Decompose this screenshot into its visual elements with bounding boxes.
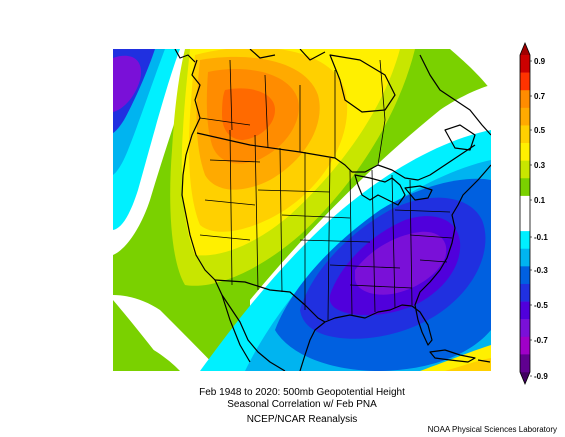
colorbar-swatch (520, 72, 530, 91)
colorbar-swatch (520, 195, 530, 214)
baja-coastline (221, 294, 251, 363)
gulf-coastline (324, 304, 433, 346)
colorbar-swatch (520, 90, 530, 109)
colorbar-min-triangle (520, 372, 530, 384)
colorbar-swatch (520, 160, 530, 179)
figure-title-line1: Feb 1948 to 2020: 500mb Geopotential Hei… (199, 387, 405, 398)
correlation-map (113, 49, 491, 371)
colorbar-tick-label: -0.1 (534, 233, 548, 242)
canada-province-borders (229, 59, 386, 166)
colorbar-tick-label: 0.1 (534, 196, 546, 205)
colorbar-swatch (520, 283, 530, 302)
colorbar: 0.9 0.7 0.5 0.3 0.1 -0.1 -0.3 -0.5 -0.7 -0.9 (519, 41, 548, 386)
geographic-boundaries (174, 49, 491, 371)
colorbar-swatches (519, 41, 531, 386)
northeast-coastline (419, 54, 491, 136)
colorbar-swatch (520, 301, 530, 320)
colorbar-tick-label: -0.5 (534, 301, 548, 310)
colorbar-swatch (520, 354, 530, 373)
hudson-bay (329, 54, 396, 113)
colorbar-swatch (520, 143, 530, 161)
colorbar-swatch (520, 55, 530, 73)
colorbar-tick-label: 0.9 (534, 57, 546, 66)
west-coastline (181, 59, 286, 371)
mexico-gulf-coastline (299, 321, 326, 371)
colorbar-tick-label: -0.3 (534, 266, 548, 275)
colorbar-max-triangle (520, 43, 530, 55)
colorbar-tick-label: -0.7 (534, 336, 548, 345)
figure-credit: NOAA Physical Sciences Laboratory (427, 425, 557, 434)
colorbar-tick-label: -0.9 (534, 372, 548, 381)
great-lakes (354, 174, 406, 206)
colorbar-tick-label: 0.3 (534, 161, 546, 170)
colorbar-tick-label: 0.7 (534, 92, 546, 101)
colorbar-labels: 0.9 0.7 0.5 0.3 0.1 -0.1 -0.3 -0.5 -0.7 -0.9 (530, 57, 548, 381)
colorbar-swatch (520, 266, 530, 285)
colorbar-swatch (520, 125, 530, 144)
colorbar-swatch (520, 178, 530, 197)
caribbean-islands (429, 349, 476, 363)
figure-source: NCEP/NCAR Reanalysis (246, 414, 358, 425)
colorbar-swatch (520, 319, 530, 338)
colorbar-swatch (520, 231, 530, 250)
state-borders (199, 117, 453, 321)
colorbar-swatch (520, 336, 530, 355)
colorbar-outline (519, 41, 531, 386)
figure-title-line2: Seasonal Correlation w/ Feb PNA (227, 399, 377, 410)
us-mexico-border (214, 279, 326, 323)
east-coastline (414, 164, 491, 321)
colorbar-swatch (520, 248, 530, 267)
colorbar-swatch (520, 213, 530, 232)
colorbar-swatch (520, 107, 530, 126)
colorbar-tick-label: 0.5 (534, 126, 546, 135)
